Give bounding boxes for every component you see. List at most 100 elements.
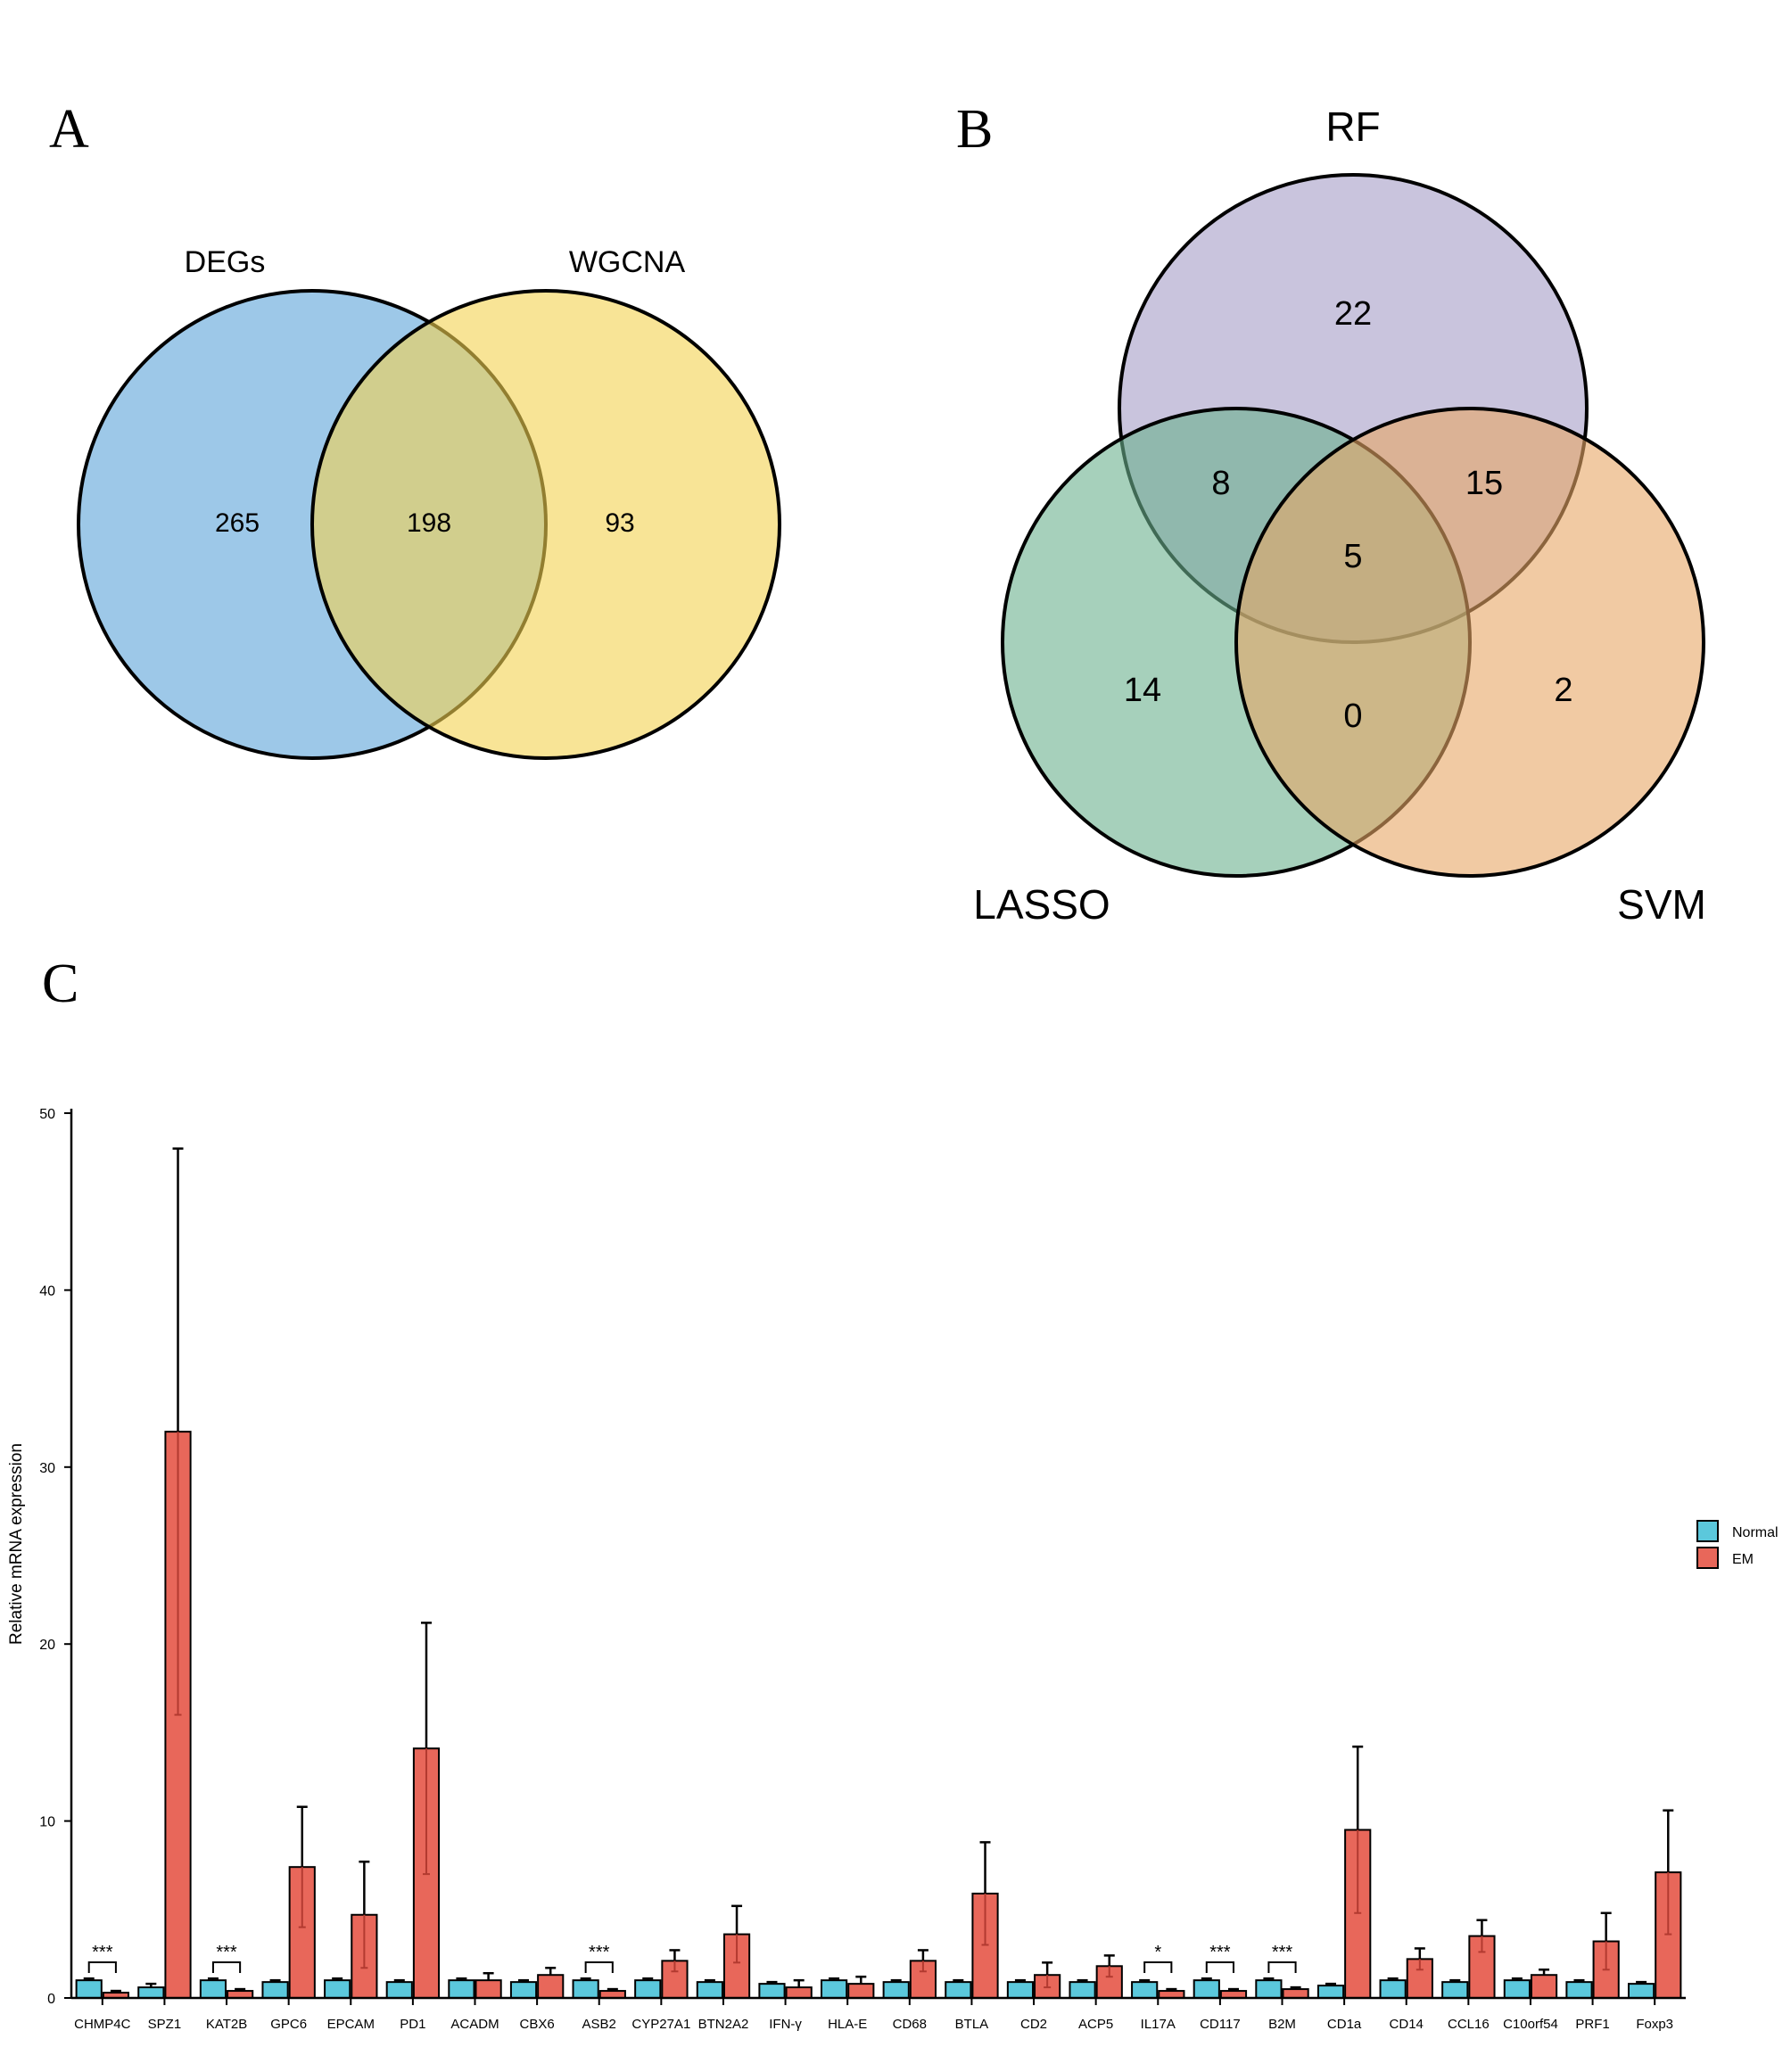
significance-label: *** [1272,1943,1293,1962]
x-tick-label: GPC6 [270,2017,307,2032]
y-tick-label: 20 [39,1638,55,1653]
significance-bracket [1143,1961,1173,1973]
x-tick-label: CD68 [893,2017,927,2032]
bar-normal [385,1981,413,2000]
venn3-count-svm-only: 2 [1554,672,1572,709]
x-tick-label: BTN2A2 [698,2017,749,2032]
venn2-label-wgcna: WGCNA [569,245,686,279]
x-tick-label: KAT2B [206,2017,247,2032]
x-tick-label: CD1a [1327,2017,1362,2032]
significance-bracket [1205,1961,1234,1973]
x-tick-label: SPZ1 [148,2017,182,2032]
venn3-count-rf-lasso: 8 [1211,465,1230,502]
x-tick-label: HLA-E [828,2017,867,2032]
bar-normal [634,1979,662,1999]
venn3-circle-svm [1234,407,1705,878]
x-tick-label: EPCAM [327,2017,375,2032]
venn3-count-lasso-only: 14 [1124,672,1161,709]
bar-normal [137,1986,165,1999]
bar-em [1282,1988,1309,2000]
venn3-count-rf-svm: 15 [1465,465,1503,502]
bar-normal [1379,1979,1407,1999]
venn3-label-rf: RF [1325,103,1380,150]
bar-normal [75,1979,103,1999]
significance-bracket [584,1961,614,1973]
venn3-label-lasso: LASSO [973,881,1110,928]
x-tick-label: CYP27A1 [631,2017,690,2032]
bar-normal [1069,1981,1096,2000]
venn2-count-degs-only: 265 [215,508,260,538]
y-tick-label: 40 [39,1284,55,1299]
x-tick-label: CD117 [1200,2017,1241,2032]
panel-b-letter: B [956,99,993,160]
significance-label: *** [589,1943,610,1962]
significance-label: *** [92,1943,113,1962]
significance-bracket [211,1961,242,1973]
significance-label: *** [216,1943,237,1962]
significance-label: *** [1209,1943,1231,1962]
x-tick-label: IFN-γ [769,2017,802,2032]
y-tick-label: 0 [47,1992,55,2007]
bar-normal [820,1979,848,1999]
bar-normal [1503,1979,1531,1999]
venn3-count-all: 5 [1343,538,1362,575]
venn2-count-wgcna-only: 93 [605,508,634,538]
x-tick-label: PD1 [400,2017,425,2032]
significance-bracket [87,1961,117,1973]
legend-label-em: EM [1732,1552,1754,1567]
x-tick-label: ACADM [450,2017,499,2032]
bar-normal [945,1981,972,2000]
x-tick-label: ASB2 [582,2017,616,2032]
venn2-label-degs: DEGs [185,245,266,279]
panel-c-letter: C [42,953,78,1014]
significance-label: * [1154,1943,1161,1962]
venn2-diagram: DEGs WGCNA 265 198 93 [77,245,781,760]
bar-em [475,1979,502,1999]
legend-swatch-normal [1696,1520,1719,1542]
venn2-count-intersection: 198 [407,508,451,538]
bar-normal [572,1979,599,1999]
bar-normal [448,1979,475,1999]
bar-normal [1131,1981,1159,2000]
bar-em [1530,1974,1558,2000]
x-tick-label: C10orf54 [1503,2017,1558,2032]
bar-em [537,1974,565,2000]
bar-normal [324,1979,351,1999]
venn3-label-svm: SVM [1617,881,1706,928]
bar-normal [882,1981,910,2000]
bar-normal [1316,1985,1345,2000]
bar-normal [758,1983,786,1999]
bar-normal [1193,1979,1220,1999]
x-tick-label: BTLA [955,2017,989,2032]
bar-normal [261,1981,289,2000]
y-tick-label: 30 [39,1461,55,1476]
bar-normal [696,1981,723,2000]
x-tick-label: PRF1 [1575,2017,1609,2032]
x-tick-label: IL17A [1141,2017,1176,2032]
significance-bracket [1267,1961,1297,1973]
bar-normal [1627,1983,1655,1999]
y-tick-label: 10 [39,1815,55,1830]
panel-a-letter: A [49,99,89,160]
bar-em [847,1983,875,1999]
x-tick-label: CD14 [1390,2017,1424,2032]
venn3-diagram: RF LASSO SVM 22 8 15 5 14 0 2 [973,103,1706,928]
bar-normal [1441,1981,1469,2000]
bar-normal [199,1979,227,1999]
legend: Normal EM [1696,1520,1779,1569]
bar-normal [1255,1979,1283,1999]
x-tick-label: Foxp3 [1636,2017,1673,2032]
x-tick-label: B2M [1268,2017,1296,2032]
venn2-circle-wgcna [310,289,781,760]
x-tick-label: ACP5 [1078,2017,1113,2032]
bar-em [785,1986,813,1999]
bar-normal [1006,1981,1035,2000]
legend-swatch-em [1696,1547,1719,1569]
y-axis-title: Relative mRNA expression [7,1443,26,1645]
y-tick-label: 50 [39,1107,55,1122]
bar-normal [509,1981,538,2000]
bar-normal [1565,1981,1593,2000]
x-tick-label: CBX6 [520,2017,555,2032]
